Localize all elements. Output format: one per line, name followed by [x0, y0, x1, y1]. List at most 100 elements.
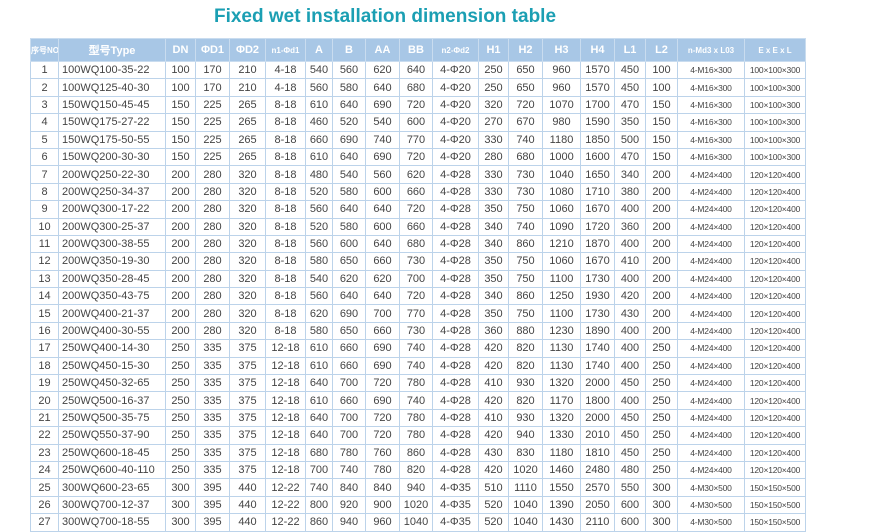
- table-cell: 920: [332, 495, 366, 515]
- table-cell: 450: [614, 443, 646, 462]
- table-cell: 12-18: [265, 460, 306, 480]
- table-cell: 4-Φ28: [432, 234, 479, 254]
- table-cell: 1570: [580, 78, 615, 97]
- table-cell: 120×120×400: [744, 374, 806, 393]
- table-cell: 1800: [580, 391, 615, 410]
- model-cell: 250WQ600-40-110: [58, 460, 166, 480]
- table-cell: 650: [332, 252, 366, 271]
- table-cell: 350: [478, 304, 509, 323]
- table-cell: 2480: [580, 460, 615, 480]
- table-cell: 600: [399, 113, 433, 132]
- table-cell: 640: [365, 234, 400, 254]
- table-cell: 1670: [580, 252, 615, 271]
- table-cell: 4-M30×500: [677, 478, 745, 497]
- model-cell: 200WQ300-25-37: [58, 217, 166, 236]
- table-cell: 12-22: [265, 495, 306, 515]
- column-header: DN: [165, 38, 196, 62]
- table-row: 9 200WQ300-17-22 200 280 320 8-18 560 640 640 720…: [30, 200, 806, 219]
- table-cell: 650: [508, 78, 543, 97]
- table-row: 12 200WQ350-19-30 200 280 320 8-18 580 650 660 73…: [30, 252, 806, 271]
- table-cell: 2: [30, 78, 59, 97]
- table-cell: 660: [365, 252, 400, 271]
- model-cell: 300WQ700-18-55: [58, 513, 166, 532]
- table-cell: 8-18: [265, 269, 306, 289]
- model-cell: 150WQ175-50-55: [58, 130, 166, 149]
- table-cell: 280: [478, 147, 509, 167]
- model-cell: 250WQ450-15-30: [58, 356, 166, 376]
- table-cell: 150: [645, 113, 678, 132]
- table-cell: 640: [399, 60, 433, 80]
- table-row: 13 200WQ350-28-45 200 280 320 8-18 540 620 620 70…: [30, 269, 806, 289]
- table-cell: 4-M24×400: [677, 391, 745, 410]
- table-cell: 340: [478, 287, 509, 306]
- model-cell: 200WQ250-34-37: [58, 182, 166, 202]
- table-cell: 520: [305, 182, 333, 202]
- table-cell: 335: [195, 408, 230, 428]
- table-cell: 4-M24×400: [677, 200, 745, 219]
- table-cell: 120×120×400: [744, 356, 806, 376]
- table-cell: 960: [365, 513, 400, 532]
- model-cell: 300WQ700-12-37: [58, 495, 166, 515]
- table-cell: 120×120×400: [744, 234, 806, 254]
- table-cell: 395: [195, 513, 230, 532]
- table-cell: 320: [229, 182, 266, 202]
- table-row: 23 250WQ600-18-45 250 335 375 12-18 680 780 760 8…: [30, 443, 806, 462]
- table-cell: 1890: [580, 321, 615, 341]
- table-cell: 270: [478, 113, 509, 132]
- table-cell: 1600: [580, 147, 615, 167]
- table-cell: 620: [365, 60, 400, 80]
- table-row: 10 200WQ300-25-37 200 280 320 8-18 520 580 600 66…: [30, 217, 806, 236]
- table-cell: 450: [614, 60, 646, 80]
- table-cell: 4-M24×400: [677, 252, 745, 271]
- table-cell: 480: [305, 165, 333, 184]
- table-cell: 400: [614, 391, 646, 410]
- table-cell: 4-Φ28: [432, 426, 479, 445]
- model-cell: 150WQ200-30-30: [58, 147, 166, 167]
- table-cell: 265: [229, 95, 266, 115]
- table-cell: 375: [229, 391, 266, 410]
- table-cell: 4-Φ28: [432, 165, 479, 184]
- table-cell: 4-Φ20: [432, 95, 479, 115]
- table-cell: 4-Φ35: [432, 513, 479, 532]
- table-cell: 560: [332, 60, 366, 80]
- table-cell: 330: [478, 182, 509, 202]
- table-row: 17 250WQ400-14-30 250 335 375 12-18 610 660 690 7…: [30, 339, 806, 358]
- table-cell: 540: [305, 269, 333, 289]
- table-cell: 4-M16×300: [677, 130, 745, 149]
- table-cell: 100×100×300: [744, 113, 806, 132]
- table-cell: 4-M24×400: [677, 426, 745, 445]
- table-cell: 960: [542, 60, 581, 80]
- column-header: 型号Type: [58, 38, 166, 62]
- model-cell: 250WQ500-16-37: [58, 391, 166, 410]
- table-cell: 320: [229, 269, 266, 289]
- table-cell: 540: [365, 113, 400, 132]
- table-cell: 4-M24×400: [677, 165, 745, 184]
- table-cell: 840: [332, 478, 366, 497]
- table-row: 27 300WQ700-18-55 300 395 440 12-22 860 940 960 1…: [30, 513, 806, 532]
- table-cell: 520: [478, 513, 509, 532]
- table-cell: 680: [508, 147, 543, 167]
- table-cell: 100×100×300: [744, 147, 806, 167]
- table-cell: 690: [332, 304, 366, 323]
- table-cell: 4-Φ20: [432, 78, 479, 97]
- table-cell: 4-18: [265, 60, 306, 80]
- table-cell: 620: [399, 165, 433, 184]
- table-cell: 375: [229, 339, 266, 358]
- table-cell: 150: [645, 130, 678, 149]
- table-cell: 460: [305, 113, 333, 132]
- table-cell: 1710: [580, 182, 615, 202]
- table-cell: 830: [508, 443, 543, 462]
- table-cell: 6: [30, 147, 59, 167]
- table-cell: 1090: [542, 217, 581, 236]
- table-cell: 690: [365, 339, 400, 358]
- table-cell: 375: [229, 356, 266, 376]
- table-cell: 200: [165, 200, 196, 219]
- table-cell: 660: [332, 391, 366, 410]
- table-cell: 4-18: [265, 78, 306, 97]
- table-cell: 22: [30, 426, 59, 445]
- table-cell: 12-22: [265, 513, 306, 532]
- table-cell: 4-Φ28: [432, 182, 479, 202]
- table-cell: 420: [478, 391, 509, 410]
- table-cell: 1740: [580, 356, 615, 376]
- table-cell: 1070: [542, 95, 581, 115]
